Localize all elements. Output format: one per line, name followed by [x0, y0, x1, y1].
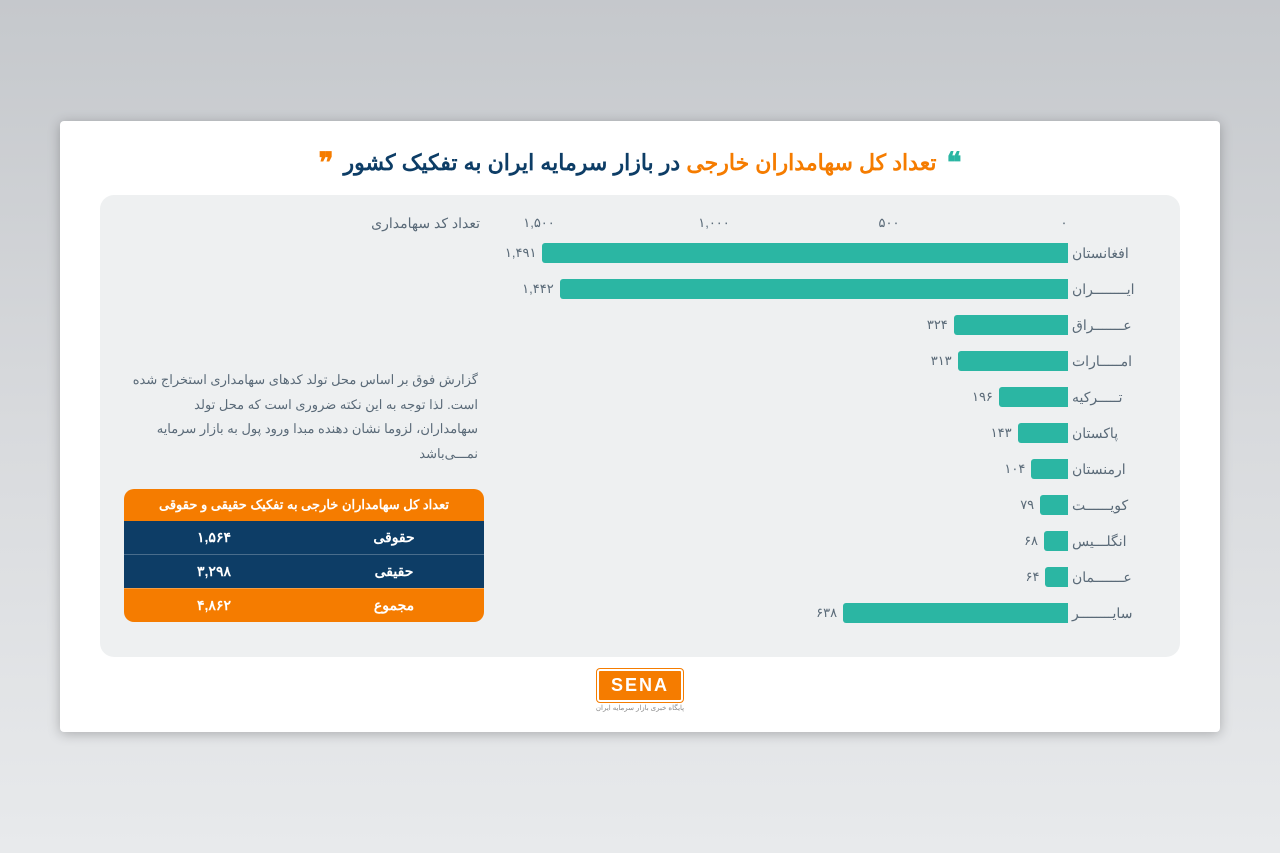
bar-country-label: پاکستان: [1068, 425, 1156, 442]
logo-subtitle: پایگاه خبری بازار سرمایه ایران: [596, 704, 684, 712]
summary-row-value: ۳,۲۹۸: [124, 555, 304, 588]
bar-fill: [1044, 531, 1068, 551]
bar-fill: [1045, 567, 1068, 587]
bar-fill: [560, 279, 1068, 299]
bar-track: ۱,۴۴۲: [504, 279, 1068, 299]
infographic-card: ❝ تعداد کل سهامداران خارجی در بازار سرما…: [60, 121, 1220, 732]
bar-track: ۳۱۳: [504, 351, 1068, 371]
bar-value-label: ۱۴۳: [985, 423, 1012, 443]
logo-block: SENA پایگاه خبری بازار سرمایه ایران: [100, 669, 1180, 712]
bar-country-label: امـــــارات: [1068, 353, 1156, 370]
summary-row: حقوقی۱,۵۶۴: [124, 521, 484, 554]
bar-track: ۷۹: [504, 495, 1068, 515]
quote-left-icon: ❝: [946, 149, 961, 177]
title-part1: تعداد کل سهامداران خارجی: [686, 150, 936, 175]
chart-panel: ۰۵۰۰۱,۰۰۰۱,۵۰۰ افغانستان۱,۴۹۱ایــــــــر…: [100, 195, 1180, 657]
bar-country-label: ارمنستان: [1068, 461, 1156, 478]
bar-fill: [542, 243, 1068, 263]
title-row: ❝ تعداد کل سهامداران خارجی در بازار سرما…: [100, 149, 1180, 177]
title-part2: در بازار سرمایه ایران به تفکیک کشور: [344, 150, 687, 175]
bar-value-label: ۳۲۴: [921, 315, 948, 335]
bar-track: ۶۴: [504, 567, 1068, 587]
axis-tick: ۱,۵۰۰: [523, 215, 555, 231]
bar-fill: [999, 387, 1068, 407]
bar-row: سایــــــــر ۶۳۸: [504, 595, 1156, 631]
bar-country-label: کویــــــت: [1068, 497, 1156, 514]
summary-row-label: حقوقی: [304, 521, 484, 554]
bar-row: ارمنستان ۱۰۴: [504, 451, 1156, 487]
bar-fill: [1031, 459, 1068, 479]
bar-value-label: ۱۰۴: [998, 459, 1025, 479]
axis-tick: ۱,۰۰۰: [698, 215, 730, 231]
bar-fill: [1040, 495, 1068, 515]
bar-row: ایــــــــران ۱,۴۴۲: [504, 271, 1156, 307]
bar-value-label: ۷۹: [1014, 495, 1034, 515]
note-text: گزارش فوق بر اساس محل تولد کدهای سهامدار…: [124, 368, 484, 467]
bar-value-label: ۱,۴۹۱: [499, 243, 537, 263]
bar-country-label: انگلـــیس: [1068, 533, 1156, 550]
bar-track: ۶۸: [504, 531, 1068, 551]
bars-container: افغانستان۱,۴۹۱ ایــــــــران ۱,۴۴۲ عـــــــ…: [504, 235, 1156, 631]
bar-value-label: ۶۳۸: [810, 603, 837, 623]
bar-track: ۱,۴۹۱: [504, 243, 1068, 263]
summary-table: تعداد کل سهامداران خارجی به تفکیک حقیقی …: [124, 489, 484, 622]
bar-country-label: تـــــرکیه: [1068, 389, 1156, 406]
left-info-column: تعداد کد سهامداری گزارش فوق بر اساس محل …: [124, 215, 484, 631]
bar-country-label: عـــــــمان: [1068, 569, 1156, 586]
summary-header: تعداد کل سهامداران خارجی به تفکیک حقیقی …: [124, 489, 484, 521]
bar-value-label: ۳۱۳: [925, 351, 952, 371]
bar-fill: [1018, 423, 1068, 443]
bar-row: عـــــــمان ۶۴: [504, 559, 1156, 595]
chart-bars-column: ۰۵۰۰۱,۰۰۰۱,۵۰۰ افغانستان۱,۴۹۱ایــــــــر…: [504, 215, 1156, 631]
x-axis-ticks: ۰۵۰۰۱,۰۰۰۱,۵۰۰: [504, 215, 1064, 235]
main-title: تعداد کل سهامداران خارجی در بازار سرمایه…: [344, 150, 937, 176]
summary-row-value: ۴,۸۶۲: [124, 589, 304, 622]
bar-row: تـــــرکیه ۱۹۶: [504, 379, 1156, 415]
bar-track: ۱۴۳: [504, 423, 1068, 443]
bar-track: ۱۰۴: [504, 459, 1068, 479]
axis-tick: ۵۰۰: [879, 215, 900, 231]
bar-value-label: ۱۹۶: [966, 387, 993, 407]
bar-fill: [954, 315, 1068, 335]
bar-country-label: افغانستان: [1068, 245, 1156, 262]
summary-row-label: مجموع: [304, 589, 484, 622]
bar-row: افغانستان۱,۴۹۱: [504, 235, 1156, 271]
bar-country-label: عـــــــراق: [1068, 317, 1156, 334]
summary-row-value: ۱,۵۶۴: [124, 521, 304, 554]
bar-value-label: ۶۸: [1018, 531, 1038, 551]
bar-country-label: سایــــــــر: [1068, 605, 1156, 622]
bar-fill: [843, 603, 1068, 623]
summary-row: مجموع۴,۸۶۲: [124, 588, 484, 622]
bar-track: ۱۹۶: [504, 387, 1068, 407]
axis-label: تعداد کد سهامداری: [124, 215, 484, 232]
logo-text: SENA: [597, 669, 683, 702]
bar-row: کویــــــت ۷۹: [504, 487, 1156, 523]
summary-row-label: حقیقی: [304, 555, 484, 588]
bar-fill: [958, 351, 1068, 371]
bar-country-label: ایــــــــران: [1068, 281, 1156, 298]
summary-row: حقیقی۳,۲۹۸: [124, 554, 484, 588]
bar-value-label: ۶۴: [1019, 567, 1039, 587]
bar-track: ۳۲۴: [504, 315, 1068, 335]
bar-row: عـــــــراق ۳۲۴: [504, 307, 1156, 343]
bar-track: ۶۳۸: [504, 603, 1068, 623]
axis-tick: ۰: [1061, 215, 1068, 231]
bar-row: انگلـــیس ۶۸: [504, 523, 1156, 559]
quote-right-icon: ❞: [318, 149, 333, 177]
bar-row: امـــــارات ۳۱۳: [504, 343, 1156, 379]
bar-value-label: ۱,۴۴۲: [516, 279, 554, 299]
bar-row: پاکستان ۱۴۳: [504, 415, 1156, 451]
